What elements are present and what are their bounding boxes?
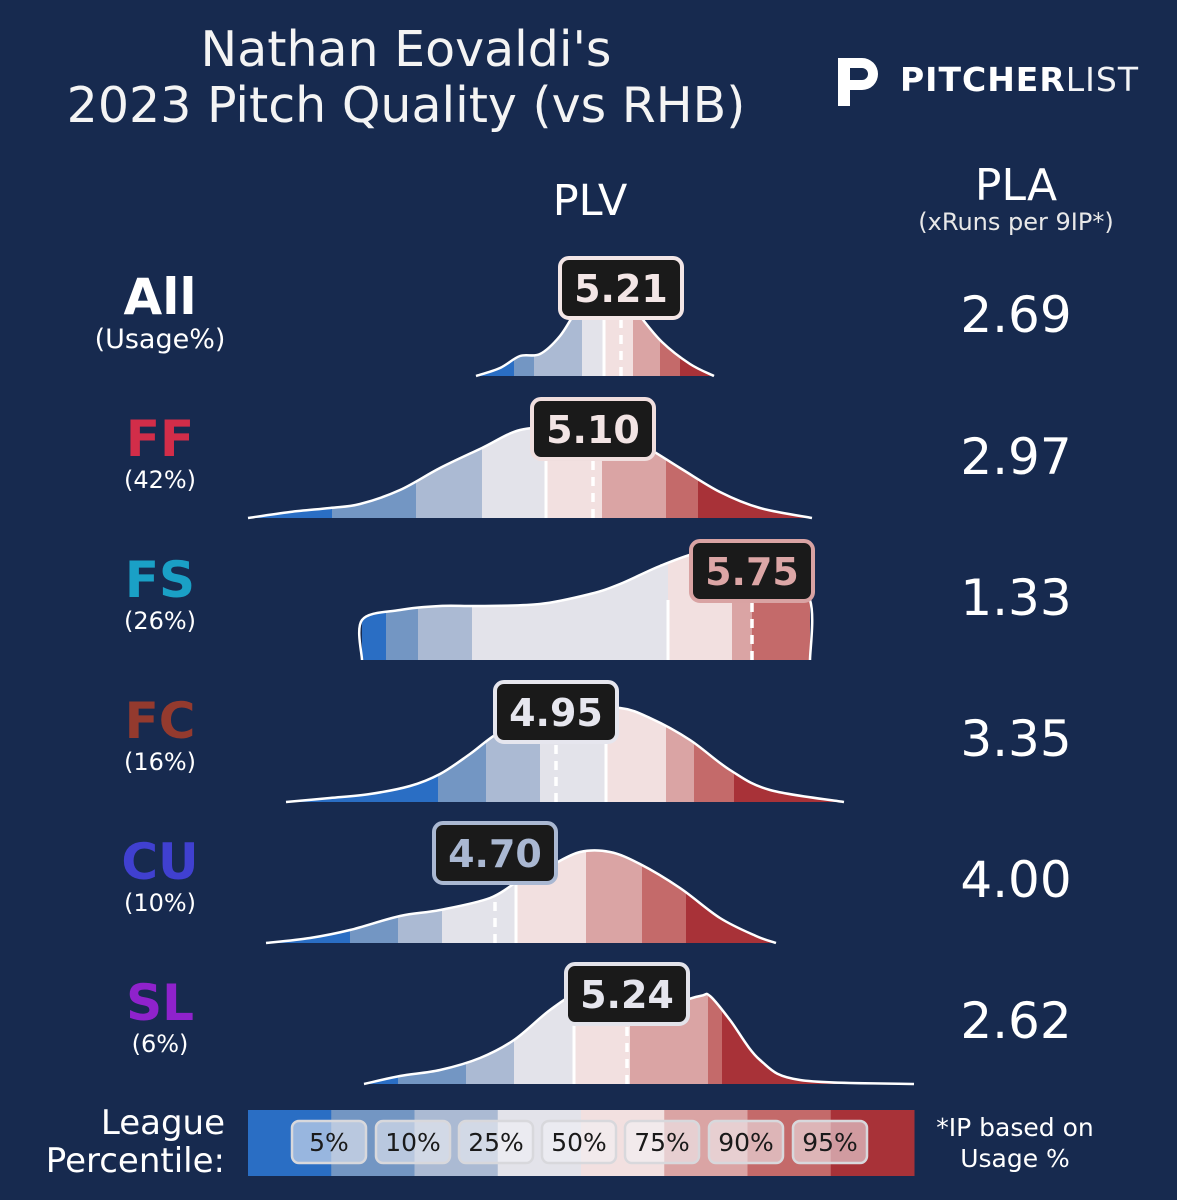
footnote-line-1: *IP based on: [936, 1113, 1094, 1142]
pla-value-sl: 2.62: [960, 992, 1072, 1050]
density-sl-band-p5: [364, 985, 398, 1084]
footnote: *IP based on Usage %: [920, 1112, 1110, 1174]
plv-badge-sl: [564, 962, 690, 1026]
density-fs-band-p25: [418, 547, 472, 660]
density-sl-band-p95: [708, 985, 722, 1084]
row-usage-fc: (16%): [123, 748, 197, 776]
legend-chip-3: [540, 1119, 618, 1165]
chart-title: Nathan Eovaldi's 2023 Pitch Quality (vs …: [0, 22, 812, 134]
pla-value-all: 2.69: [960, 286, 1072, 344]
logo-wordmark: PITCHERLIST: [900, 60, 1139, 99]
row-usage-ff: (42%): [123, 466, 197, 494]
row-label-cu: CU: [121, 833, 199, 891]
density-fs-band-p5: [362, 547, 386, 660]
row-usage-all: (Usage%): [94, 324, 226, 355]
density-cu-band-p25: [398, 850, 442, 943]
density-fc-band-p10: [438, 707, 486, 802]
plv-badge-all: [558, 256, 684, 320]
legend-chip-4: [623, 1119, 701, 1165]
legend-label-line-2: Percentile:: [45, 1141, 225, 1181]
row-usage-cu: (10%): [123, 889, 197, 917]
pla-subheader: (xRuns per 9IP*): [918, 208, 1114, 236]
plv-value-sl: 5.24: [580, 973, 674, 1017]
footnote-line-2: Usage %: [960, 1144, 1070, 1173]
legend-chip-1: [374, 1119, 452, 1165]
title-line-1: Nathan Eovaldi's: [200, 21, 612, 78]
pitcherlist-p-icon: [838, 58, 878, 106]
legend-chip-2: [457, 1119, 535, 1165]
logo-text-bold: PITCHER: [900, 60, 1066, 99]
plv-value-fs: 5.75: [705, 550, 799, 594]
pla-value-fc: 3.35: [960, 710, 1072, 768]
plv-badge-fs: [689, 539, 815, 603]
density-ff-band-p10: [332, 427, 416, 518]
density-sl-band-p10: [398, 985, 466, 1084]
pla-header: PLA: [974, 160, 1058, 211]
legend-percentile-2: 25%: [468, 1128, 524, 1157]
plv-badge-cu: [432, 821, 558, 885]
pla-value-fs: 1.33: [960, 569, 1072, 627]
row-label-sl: SL: [126, 974, 194, 1032]
legend-percentile-6: 95%: [802, 1128, 858, 1157]
logo-text-light: LIST: [1065, 60, 1139, 99]
plv-value-all: 5.21: [574, 267, 668, 311]
legend-percentile-5: 90%: [718, 1128, 774, 1157]
legend-chip-6: [791, 1119, 869, 1165]
row-label-ff: FF: [125, 410, 195, 468]
plv-badge-ff: [530, 397, 656, 461]
density-sl-band-top: [722, 985, 738, 1084]
legend-percentile-4: 75%: [634, 1128, 690, 1157]
plv-badge-fc: [493, 680, 619, 744]
pla-value-ff: 2.97: [960, 428, 1072, 486]
legend-label: League Percentile:: [20, 1104, 225, 1180]
density-sl-band-8: [738, 985, 914, 1084]
plv-value-ff: 5.10: [546, 408, 640, 452]
legend-chip-0: [290, 1119, 368, 1165]
density-fs-band-p95: [752, 547, 810, 660]
legend-percentile-1: 10%: [385, 1128, 441, 1157]
plv-value-fc: 4.95: [509, 691, 603, 735]
density-ff-outline: [247, 426, 813, 520]
row-usage-fs: (26%): [123, 607, 197, 635]
density-ff-band-p25: [416, 427, 482, 518]
plv-header: PLV: [552, 176, 628, 226]
legend-chip-5: [707, 1119, 785, 1165]
density-cu-band-p10: [350, 850, 398, 943]
density-cu-band-p90: [586, 850, 642, 943]
density-fc-band-p5: [286, 707, 438, 802]
density-ff-band-p5: [248, 427, 332, 518]
density-fs-band-p10: [386, 547, 418, 660]
legend-percentile-0: 5%: [309, 1128, 349, 1157]
pitcherlist-logo: PITCHERLIST: [836, 52, 1138, 108]
pla-value-cu: 4.00: [960, 851, 1072, 909]
row-label-all: All: [123, 268, 197, 326]
row-label-fs: FS: [124, 551, 196, 609]
title-line-2: 2023 Pitch Quality (vs RHB): [66, 77, 746, 134]
legend-label-line-1: League: [100, 1103, 225, 1143]
density-cu-band-p5: [266, 850, 350, 943]
legend-percentile-3: 50%: [551, 1128, 607, 1157]
plv-value-cu: 4.70: [448, 832, 542, 876]
row-label-fc: FC: [124, 692, 196, 750]
row-usage-sl: (6%): [131, 1030, 189, 1058]
